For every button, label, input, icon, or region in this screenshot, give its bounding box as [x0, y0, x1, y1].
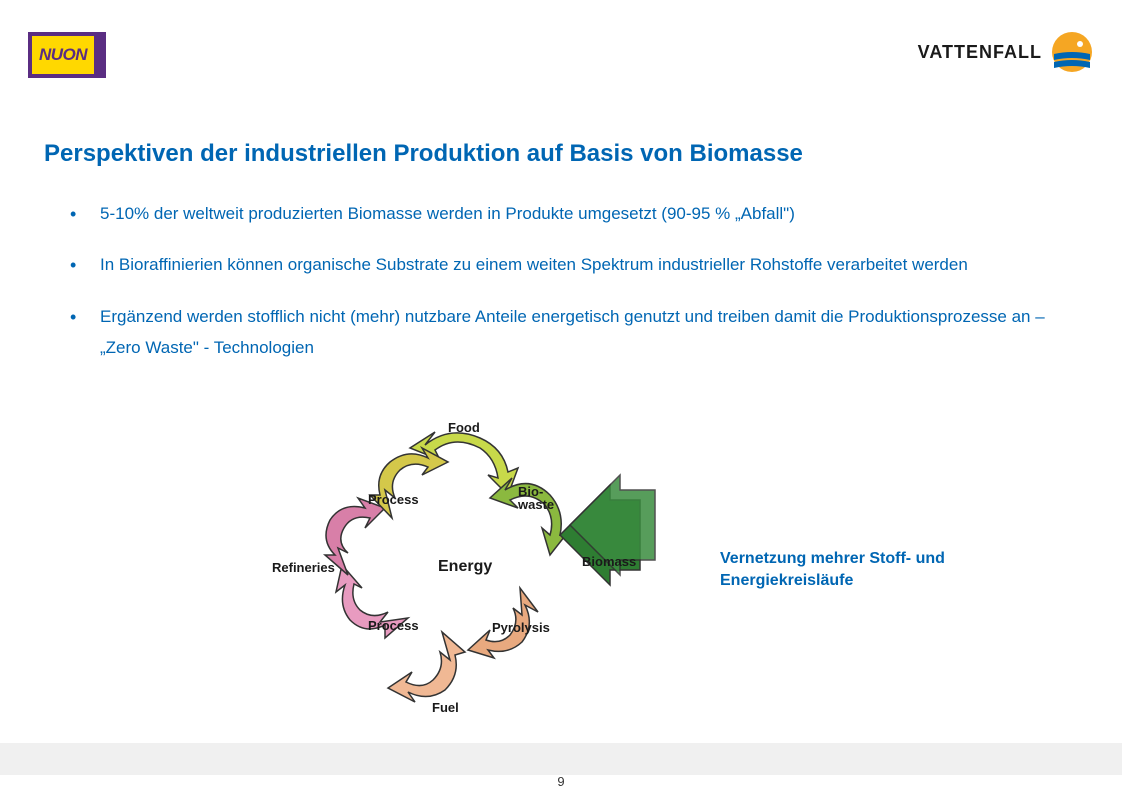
bullet-text: In Bioraffinierien können organische Sub… — [100, 249, 968, 282]
page-title: Perspektiven der industriellen Produktio… — [44, 140, 803, 168]
bullet-item: • Ergänzend werden stofflich nicht (mehr… — [70, 301, 1050, 364]
page-number: 9 — [557, 774, 564, 789]
diagram-label-process-top: Process — [368, 492, 419, 507]
cycle-diagram: Energy Food Bio- waste Biomass Pyrolysis… — [260, 420, 680, 720]
arrow-fuel — [388, 632, 465, 702]
footer-bar — [0, 743, 1122, 775]
vattenfall-logo: VATTENFALL — [918, 30, 1094, 74]
diagram-label-process-bottom: Process — [368, 618, 419, 633]
bullet-list: • 5-10% der weltweit produzierten Biomas… — [70, 198, 1050, 381]
diagram-label-biomass: Biomass — [582, 554, 636, 569]
diagram-center-label: Energy — [438, 558, 492, 576]
bullet-marker: • — [70, 249, 100, 282]
diagram-caption: Vernetzung mehrer Stoff- und Energiekrei… — [720, 548, 960, 593]
diagram-label-refineries: Refineries — [272, 560, 335, 575]
bullet-text: 5-10% der weltweit produzierten Biomasse… — [100, 198, 795, 231]
diagram-label-pyrolysis: Pyrolysis — [492, 620, 550, 635]
bullet-item: • 5-10% der weltweit produzierten Biomas… — [70, 198, 1050, 231]
header: NUON VATTENFALL — [0, 0, 1122, 100]
bullet-item: • In Bioraffinierien können organische S… — [70, 249, 1050, 282]
nuon-logo: NUON — [28, 32, 106, 78]
diagram-label-food: Food — [448, 420, 480, 435]
nuon-logo-text: NUON — [32, 36, 94, 74]
vattenfall-icon — [1050, 30, 1094, 74]
diagram-label-biowaste: Bio- waste — [518, 485, 554, 511]
bullet-marker: • — [70, 301, 100, 364]
diagram-label-fuel: Fuel — [432, 700, 459, 715]
bullet-marker: • — [70, 198, 100, 231]
arrow-process-top — [370, 448, 448, 518]
bullet-text: Ergänzend werden stofflich nicht (mehr) … — [100, 301, 1050, 364]
vattenfall-logo-text: VATTENFALL — [918, 42, 1042, 63]
